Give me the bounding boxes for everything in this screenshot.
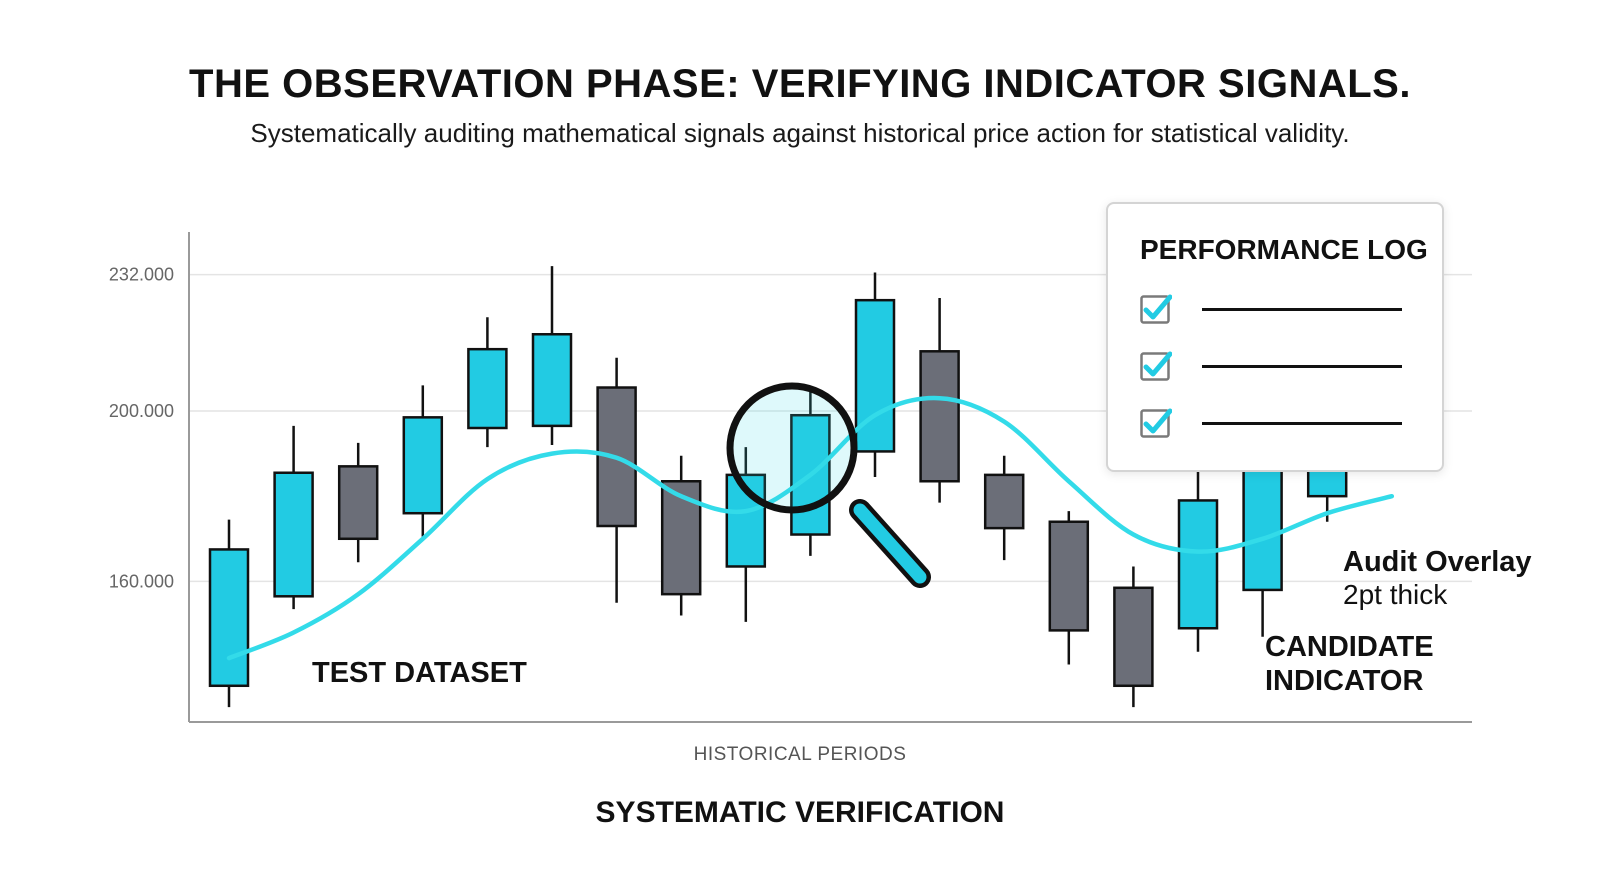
- checkbox-checked-icon[interactable]: [1140, 406, 1172, 438]
- axes: [188, 232, 1472, 723]
- candle-15: [1113, 566, 1154, 708]
- test-dataset-label: TEST DATASET: [312, 657, 527, 689]
- candle-12: [919, 298, 960, 503]
- audit-overlay-sublabel: 2pt thick: [1343, 579, 1448, 610]
- candle-1: [208, 519, 250, 708]
- checkbox-checked-icon[interactable]: [1140, 292, 1172, 324]
- candle-7: [596, 357, 637, 603]
- log-entry-line: [1202, 422, 1402, 425]
- performance-log-title: PERFORMANCE LOG: [1140, 234, 1428, 265]
- footer-caption: SYSTEMATIC VERIFICATION: [595, 796, 1005, 829]
- performance-log-card: PERFORMANCE LOG: [1106, 202, 1444, 472]
- candle-body: [1177, 499, 1219, 630]
- x-axis-label: HISTORICAL PERIODS: [693, 744, 907, 765]
- candle-3: [337, 442, 379, 563]
- audit-overlay-label: Audit Overlay: [1343, 546, 1532, 578]
- candle-body: [854, 298, 896, 453]
- candle-body: [402, 416, 444, 515]
- candle-body: [208, 548, 250, 688]
- candle-5: [467, 317, 508, 448]
- candle-6: [531, 266, 573, 446]
- candle-body: [1113, 586, 1154, 688]
- y-tick-label: 200.000: [109, 401, 174, 421]
- y-tick-labels: 160.000 200.000 232.000: [109, 265, 174, 592]
- log-entry-line: [1202, 365, 1402, 368]
- magnifier-icon: [726, 382, 931, 588]
- log-row: [1140, 402, 1410, 442]
- chart-subtitle: Systematically auditing mathematical sig…: [250, 118, 1350, 148]
- candle-16: [1177, 470, 1219, 652]
- candle-body: [983, 473, 1025, 530]
- candle-body: [531, 333, 573, 428]
- candidate-indicator-label-line1: CANDIDATE: [1265, 631, 1434, 663]
- candidate-indicator-label-line2: INDICATOR: [1265, 665, 1424, 697]
- candle-body: [467, 347, 508, 430]
- chart-title: THE OBSERVATION PHASE: VERIFYING INDICAT…: [189, 62, 1411, 106]
- audit-overlay-series: [226, 395, 1395, 661]
- log-row: [1140, 288, 1410, 328]
- candle-body: [1048, 520, 1090, 632]
- candle-2: [273, 425, 314, 610]
- candle-14: [1048, 511, 1090, 665]
- checkbox-checked-icon[interactable]: [1140, 349, 1172, 381]
- y-tick-label: 160.000: [109, 571, 174, 591]
- log-entry-line: [1202, 308, 1402, 311]
- candle-13: [983, 455, 1025, 561]
- candle-body: [919, 350, 960, 483]
- candle-4: [402, 385, 444, 537]
- candle-body: [337, 465, 379, 541]
- audit-overlay-line: [226, 395, 1395, 661]
- candle-8: [660, 455, 702, 616]
- candle-11: [854, 272, 896, 477]
- y-tick-label: 232.000: [109, 265, 174, 285]
- log-row: [1140, 345, 1410, 385]
- candle-body: [273, 471, 314, 598]
